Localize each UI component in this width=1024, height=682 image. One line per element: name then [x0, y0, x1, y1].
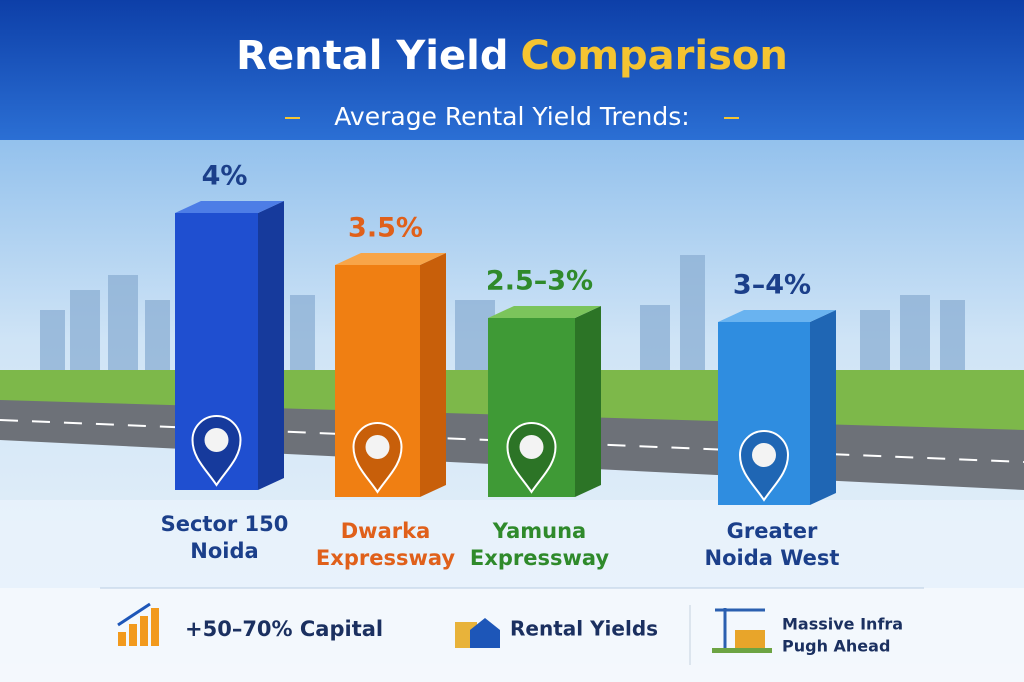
- footer-text: Massive Infra: [782, 615, 903, 634]
- bar-value: 2.5–3%: [486, 266, 593, 297]
- footer-band: [0, 588, 1024, 682]
- bar-side: [810, 310, 836, 505]
- bar-name: Expressway: [470, 546, 609, 570]
- pin-dot: [519, 435, 544, 459]
- bar-top: [488, 306, 601, 318]
- pin-dot: [204, 428, 229, 452]
- bar-value: 4%: [202, 161, 248, 192]
- title-main: Rental Yield: [236, 33, 508, 79]
- bar-side: [420, 253, 446, 497]
- bar-name: Expressway: [316, 546, 455, 570]
- bar-name: Dwarka: [341, 519, 431, 543]
- bar-name: Greater: [727, 519, 818, 543]
- pin-dot: [752, 443, 776, 467]
- bar-side: [575, 306, 601, 497]
- header-band: [0, 0, 1024, 140]
- footer-text: Pugh Ahead: [782, 637, 890, 656]
- bar-side: [258, 201, 284, 490]
- bar-name: Yamuna: [492, 519, 586, 543]
- infra-icon: [712, 608, 772, 653]
- bars: 4% Sector 150 Noida 3.5% Dwarka Expressway 2.5…: [161, 161, 840, 571]
- bar-top: [718, 310, 836, 322]
- bar-name: Noida West: [705, 546, 840, 570]
- rental-icon: [455, 618, 500, 648]
- bar-value: 3–4%: [733, 270, 811, 301]
- footer-text: Rental Yields: [510, 617, 658, 641]
- title: Rental Yield Comparison: [236, 33, 788, 79]
- title-accent: Comparison: [520, 33, 787, 79]
- bar-name: Noida: [190, 539, 258, 563]
- pin-dot: [365, 435, 390, 459]
- footer-text: +50–70% Capital: [185, 617, 383, 641]
- bar-top: [175, 201, 284, 213]
- bar-name: Sector 150: [161, 512, 289, 536]
- capital-icon: [117, 602, 159, 646]
- subtitle: Average Rental Yield Trends:: [334, 102, 689, 131]
- clouds: [0, 500, 1024, 590]
- bar-value: 3.5%: [348, 213, 423, 244]
- bar-top: [335, 253, 446, 265]
